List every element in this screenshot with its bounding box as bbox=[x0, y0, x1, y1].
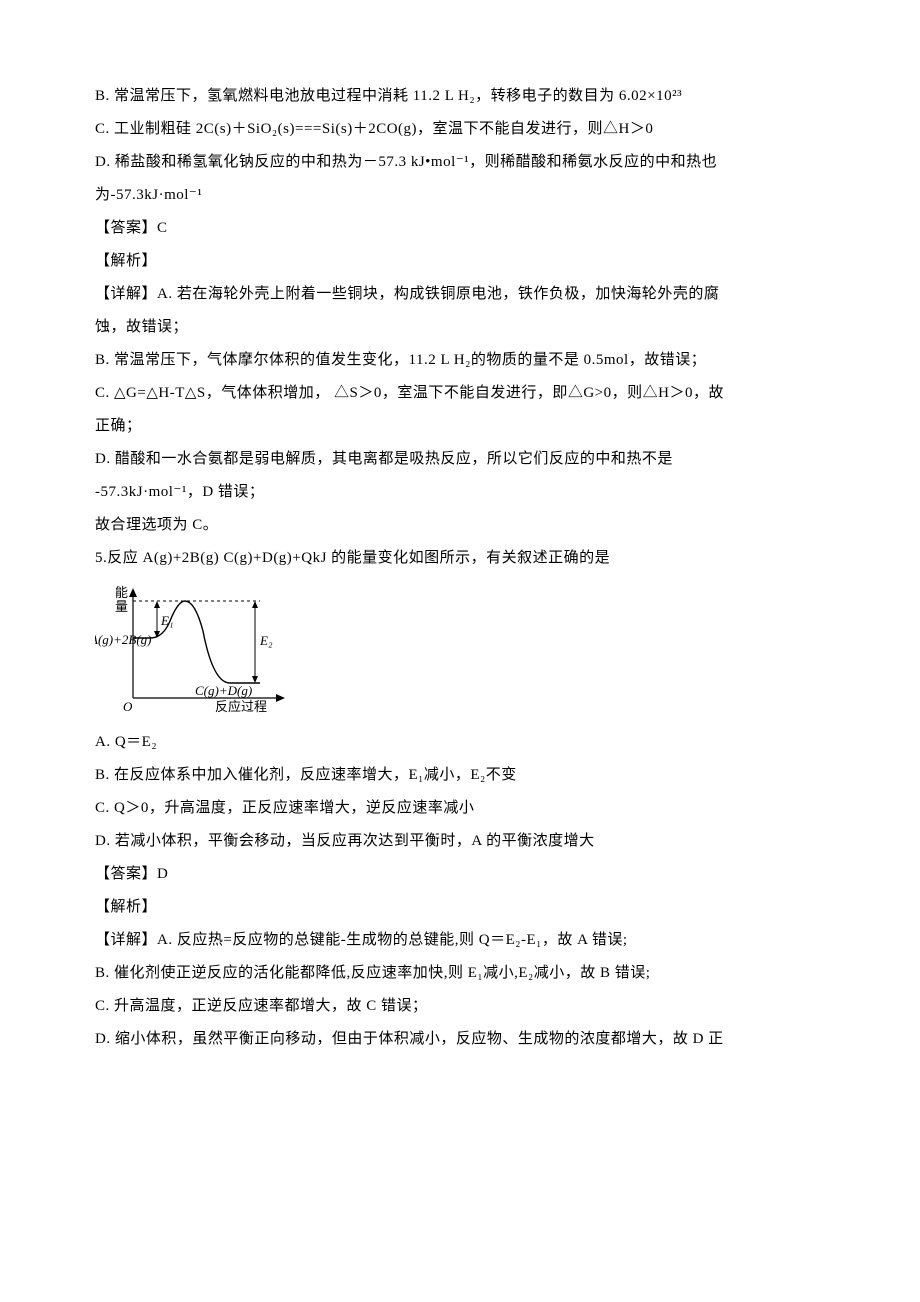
answer-q5: 【答案】D bbox=[95, 858, 830, 891]
analysis-q4-b: B. 常温常压下，气体摩尔体积的值发生变化，11.2 L H₂的物质的量不是 0… bbox=[95, 344, 830, 377]
analysis-label-q4: 【解析】 bbox=[95, 245, 830, 278]
analysis-q4-c1: C. △G=△H-T△S，气体体积增加， △S＞0，室温下不能自发进行，即△G>… bbox=[95, 377, 830, 410]
question-5: 5.反应 A(g)+2B(g) C(g)+D(g)+QkJ 的能量变化如图所示，… bbox=[95, 542, 830, 575]
option-c-q4: C. 工业制粗硅 2C(s)＋SiO₂(s)===Si(s)＋2CO(g)，室温… bbox=[95, 113, 830, 146]
option-d-q4-line1: D. 稀盐酸和稀氢氧化钠反应的中和热为－57.3 kJ•mol⁻¹，则稀醋酸和稀… bbox=[95, 146, 830, 179]
y-axis-label-2: 量 bbox=[115, 599, 128, 614]
option-d-q5: D. 若减小体积，平衡会移动，当反应再次达到平衡时，A 的平衡浓度增大 bbox=[95, 825, 830, 858]
option-b-q5: B. 在反应体系中加入催化剂，反应速率增大，E₁减小，E₂不变 bbox=[95, 759, 830, 792]
option-b-q4: B. 常温常压下，氢氧燃料电池放电过程中消耗 11.2 L H₂，转移电子的数目… bbox=[95, 80, 830, 113]
option-c-q5: C. Q＞0，升高温度，正反应速率增大，逆反应速率减小 bbox=[95, 792, 830, 825]
energy-diagram: 能 量 A(g)+2B(g) E₁ E₂ C(g)+D(g) O 反应过程 bbox=[95, 583, 830, 718]
x-axis-label: 反应过程 bbox=[215, 699, 267, 714]
analysis-q4-a1: 【详解】A. 若在海轮外壳上附着一些铜块，构成铁铜原电池，铁作负极，加快海轮外壳… bbox=[95, 278, 830, 311]
e2-label: E₂ bbox=[259, 633, 273, 648]
product-label: C(g)+D(g) bbox=[195, 683, 252, 698]
analysis-q5-c: C. 升高温度，正逆反应速率都增大，故 C 错误； bbox=[95, 990, 830, 1023]
analysis-q4-d2: -57.3kJ·mol⁻¹，D 错误； bbox=[95, 476, 830, 509]
analysis-q4-c2: 正确； bbox=[95, 410, 830, 443]
option-d-q4-line2: 为-57.3kJ·mol⁻¹ bbox=[95, 179, 830, 212]
analysis-q5-b: B. 催化剂使正逆反应的活化能都降低,反应速率加快,则 E₁减小,E₂减小，故 … bbox=[95, 957, 830, 990]
analysis-q5-a: 【详解】A. 反应热=反应物的总键能-生成物的总键能,则 Q＝E₂-E₁，故 A… bbox=[95, 924, 830, 957]
analysis-q4-a2: 蚀，故错误； bbox=[95, 311, 830, 344]
analysis-q5-d: D. 缩小体积，虽然平衡正向移动，但由于体积减小，反应物、生成物的浓度都增大，故… bbox=[95, 1023, 830, 1056]
answer-q4: 【答案】C bbox=[95, 212, 830, 245]
reactant-label: A(g)+2B(g) bbox=[95, 632, 151, 647]
e1-label: E₁ bbox=[160, 613, 173, 628]
option-a-q5: A. Q＝E₂ bbox=[95, 726, 830, 759]
analysis-label-q5: 【解析】 bbox=[95, 891, 830, 924]
analysis-q4-conclusion: 故合理选项为 C。 bbox=[95, 509, 830, 542]
y-axis-label-1: 能 bbox=[115, 585, 128, 600]
analysis-q4-d1: D. 醋酸和一水合氨都是弱电解质，其电离都是吸热反应，所以它们反应的中和热不是 bbox=[95, 443, 830, 476]
origin-label: O bbox=[123, 699, 133, 714]
